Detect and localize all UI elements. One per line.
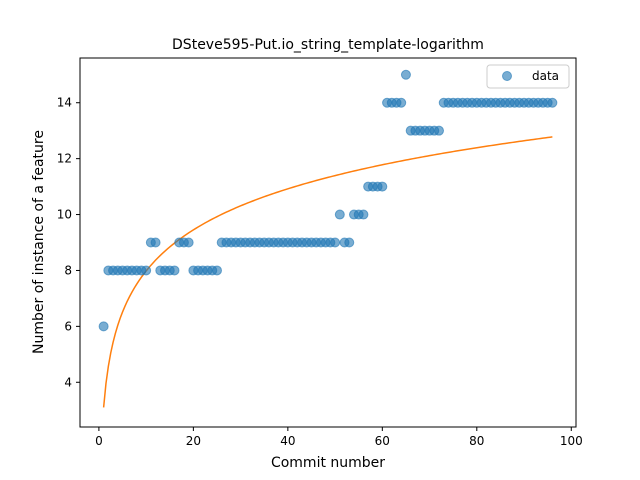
data-point	[396, 97, 407, 108]
y-axis: 4 6 8 10 12 14	[57, 96, 80, 389]
x-axis-label: Commit number	[271, 455, 385, 471]
y-tick-label: 8	[64, 263, 72, 277]
legend: data	[486, 64, 570, 89]
data-point	[377, 181, 388, 192]
y-axis-label: Number of instance of a feature	[31, 130, 47, 354]
x-tick-label: 100	[560, 434, 583, 448]
data-point	[211, 265, 222, 276]
x-tick-label: 60	[375, 434, 390, 448]
legend-marker-data	[502, 71, 512, 81]
data-point	[141, 265, 152, 276]
data-point	[547, 97, 558, 108]
data-point	[183, 237, 194, 248]
y-tick-label: 14	[57, 96, 72, 110]
y-tick-label: 6	[64, 319, 72, 333]
data-point	[98, 321, 109, 332]
x-tick-label: 20	[186, 434, 201, 448]
data-point	[150, 237, 161, 248]
y-tick-label: 4	[64, 375, 72, 389]
x-tick-label: 40	[280, 434, 295, 448]
plot-area	[98, 69, 558, 408]
data-point	[330, 237, 341, 248]
legend-label-data: data	[532, 69, 559, 83]
data-point	[334, 209, 345, 220]
data-point	[344, 237, 355, 248]
chart-title: DSteve595-Put.io_string_template-logarit…	[172, 37, 484, 53]
x-tick-label: 0	[95, 434, 103, 448]
x-tick-label: 80	[469, 434, 484, 448]
data-point	[358, 209, 369, 220]
legend-frame	[486, 64, 570, 89]
axes-frame	[79, 57, 577, 428]
y-tick-label: 10	[57, 208, 72, 222]
data-point	[169, 265, 180, 276]
x-axis: 0 20 40 60 80 100	[95, 427, 583, 448]
data-point	[434, 125, 445, 136]
y-tick-label: 12	[57, 152, 72, 166]
data-point	[400, 69, 411, 80]
